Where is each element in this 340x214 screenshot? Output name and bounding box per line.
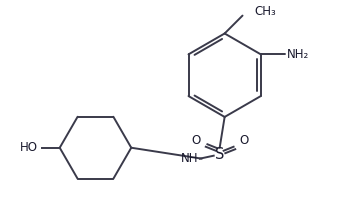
- Text: NH₂: NH₂: [287, 48, 309, 61]
- Text: HO: HO: [20, 141, 38, 154]
- Text: S: S: [215, 147, 224, 162]
- Text: NH: NH: [181, 152, 199, 165]
- Text: CH₃: CH₃: [254, 5, 276, 18]
- Text: O: O: [239, 134, 248, 147]
- Text: O: O: [191, 134, 201, 147]
